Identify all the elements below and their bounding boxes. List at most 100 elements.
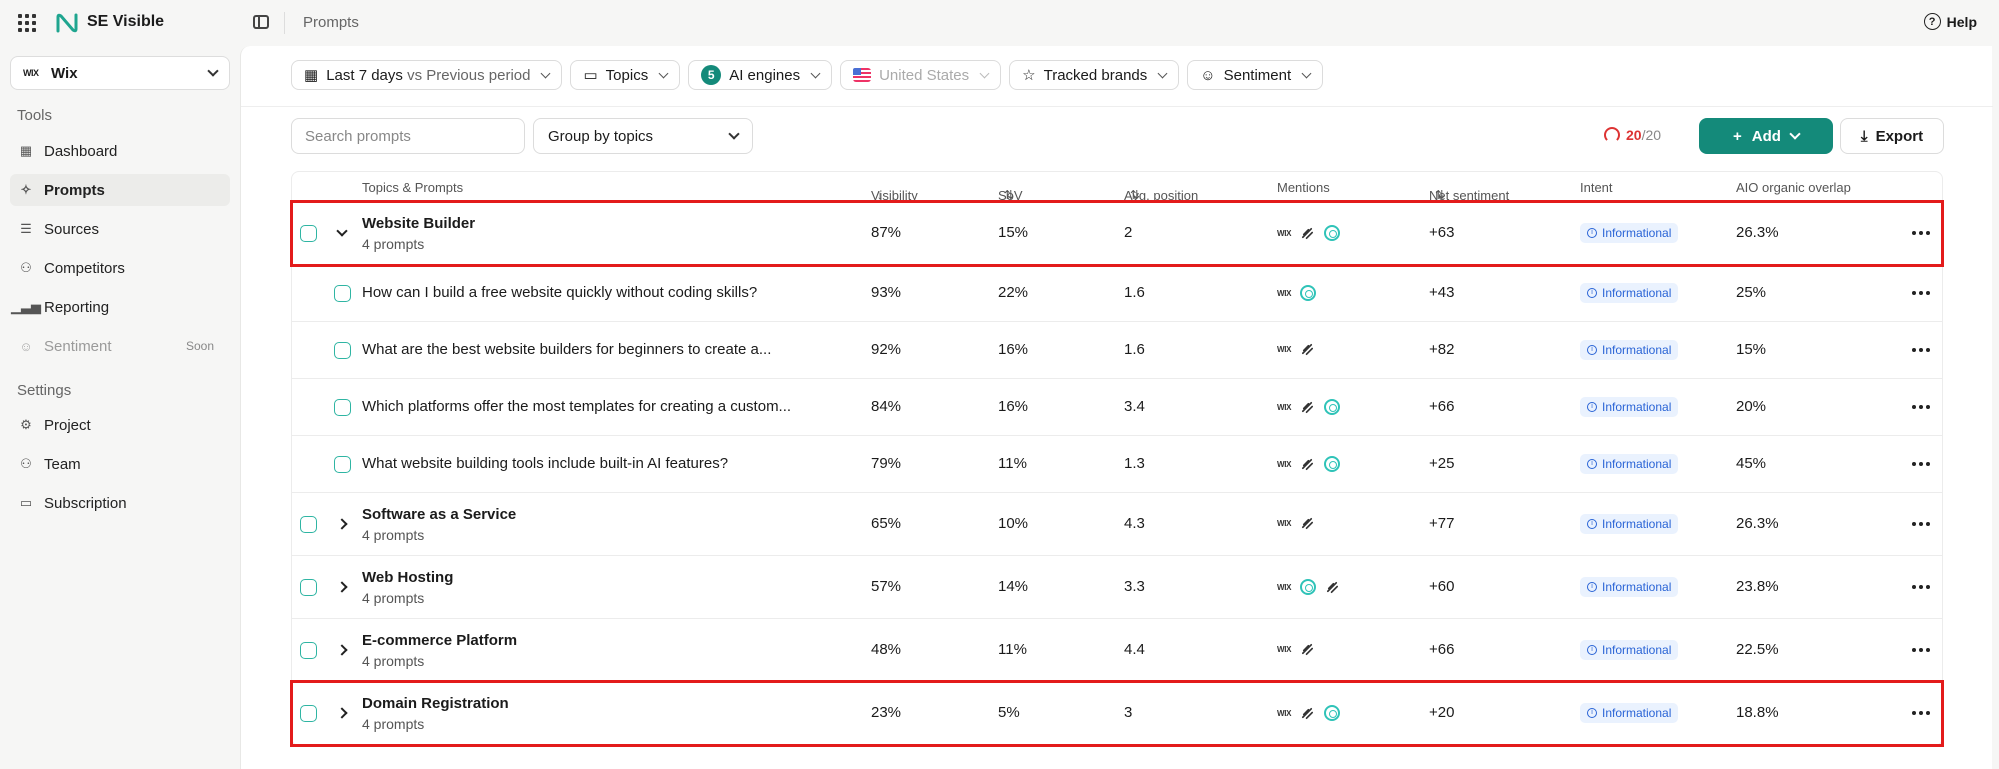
ai-engines-filter[interactable]: 5 AI engines — [688, 60, 833, 90]
squarespace-logo-icon — [1325, 580, 1340, 595]
squarespace-logo-icon — [1300, 457, 1315, 472]
topic-row[interactable]: Domain Registration 4 prompts 23% 5% 3 WIX +20… — [290, 680, 1944, 747]
ai-engine-logo-icon — [1324, 456, 1341, 472]
workspace-selector[interactable]: WIX Wix — [10, 56, 230, 90]
sidebar-item-competitors[interactable]: ⚇ Competitors — [10, 252, 230, 284]
avg-position-value: 2 — [1124, 224, 1133, 241]
visibility-value: 48% — [871, 641, 902, 658]
period-label: Last 7 days — [326, 66, 403, 84]
sidebar-item-reporting[interactable]: ▁▃▅ Reporting — [10, 291, 230, 323]
chevron-down-icon — [1157, 68, 1168, 78]
aio-overlap-value: 20% — [1736, 398, 1767, 415]
squarespace-logo-icon — [1300, 642, 1315, 657]
ai-engines-label: AI engines — [729, 66, 801, 84]
sidebar-item-team[interactable]: ⚇ Team — [10, 448, 230, 480]
prompt-row[interactable]: Which platforms offer the most templates… — [292, 379, 1942, 436]
chevron-right-icon[interactable] — [336, 518, 348, 530]
gauge-icon — [1604, 127, 1620, 143]
topic-row[interactable]: E-commerce Platform 4 prompts 48% 11% 4.4 WIX… — [292, 619, 1942, 682]
apps-grid-icon[interactable] — [18, 14, 36, 32]
net-sentiment-value: +20 — [1429, 704, 1455, 721]
wix-logo-icon: WIX — [1277, 288, 1292, 298]
group-by-select[interactable]: Group by topics — [533, 118, 753, 154]
sidebar-item-label: Reporting — [44, 298, 110, 316]
intent-badge: i Informational — [1580, 454, 1679, 474]
topic-row[interactable]: Web Hosting 4 prompts 57% 14% 3.3 WIX +60 i Info… — [292, 556, 1942, 619]
row-checkbox[interactable] — [300, 516, 317, 533]
topic-prompt-count: 4 prompts — [362, 590, 425, 606]
info-icon: i — [1587, 645, 1597, 655]
sidebar-item-prompts[interactable]: ✧ Prompts — [10, 174, 230, 206]
country-filter: United States — [840, 60, 1002, 90]
filter-bar: ▦ Last 7 days vs Previous period ▭ Topic… — [291, 60, 1324, 90]
row-checkbox[interactable] — [334, 285, 351, 302]
topic-row[interactable]: Website Builder 4 prompts 87% 15% 2 WIX +63 i In… — [290, 200, 1944, 267]
chevron-down-icon[interactable] — [336, 225, 348, 237]
wix-logo-icon: WIX — [1277, 645, 1292, 654]
chevron-right-icon[interactable] — [336, 581, 348, 593]
sidebar-item-sources[interactable]: ☰ Sources — [10, 213, 230, 245]
prompt-row[interactable]: What are the best website builders for b… — [292, 322, 1942, 379]
add-button[interactable]: + Add — [1699, 118, 1833, 154]
plus-icon: + — [1733, 127, 1742, 145]
aio-overlap-value: 23.8% — [1736, 578, 1779, 595]
row-checkbox[interactable] — [334, 399, 351, 416]
topic-prompt-count: 4 prompts — [362, 716, 425, 732]
help-label: Help — [1946, 13, 1977, 30]
column-mentions: Mentions — [1277, 180, 1330, 195]
more-options-icon[interactable] — [1912, 711, 1930, 715]
more-options-icon[interactable] — [1912, 348, 1930, 352]
visibility-value: 79% — [871, 455, 902, 472]
sidebar-item-dashboard[interactable]: ▦ Dashboard — [10, 135, 230, 167]
more-options-icon[interactable] — [1912, 231, 1930, 235]
intent-badge: i Informational — [1580, 340, 1679, 360]
row-checkbox[interactable] — [300, 642, 317, 659]
period-filter[interactable]: ▦ Last 7 days vs Previous period — [291, 60, 563, 90]
row-checkbox[interactable] — [334, 456, 351, 473]
chevron-down-icon — [810, 68, 821, 78]
topics-filter[interactable]: ▭ Topics — [570, 60, 681, 90]
net-sentiment-value: +82 — [1429, 341, 1455, 358]
row-checkbox[interactable] — [300, 579, 317, 596]
sov-value: 16% — [998, 398, 1029, 415]
export-button[interactable]: ⤓ Export — [1840, 118, 1944, 154]
sidebar-item-project[interactable]: ⚙ Project — [10, 409, 230, 441]
row-checkbox[interactable] — [300, 225, 317, 242]
sidebar-item-subscription[interactable]: ▭ Subscription — [10, 487, 230, 519]
sidebar: WIX Wix Tools ▦ Dashboard ✧ Prompts ☰ So… — [0, 46, 240, 769]
prompt-row[interactable]: What website building tools include buil… — [292, 436, 1942, 493]
sidebar-item-label: Sources — [44, 220, 100, 238]
gear-icon: ⚙ — [20, 417, 32, 432]
more-options-icon[interactable] — [1912, 405, 1930, 409]
prompts-table: Topics & Prompts Visibility ↓ SoV ⇅ Avg. p… — [290, 171, 1944, 747]
sentiment-filter[interactable]: ☺ Sentiment — [1187, 60, 1324, 90]
topic-prompt-count: 4 prompts — [362, 653, 425, 669]
more-options-icon[interactable] — [1912, 462, 1930, 466]
help-button[interactable]: ? Help — [1923, 13, 1977, 30]
more-options-icon[interactable] — [1912, 522, 1930, 526]
sidebar-toggle-icon[interactable] — [253, 15, 269, 29]
smile-icon: ☺ — [1200, 66, 1216, 84]
intent-badge: i Informational — [1580, 577, 1679, 597]
intent-badge: i Informational — [1580, 703, 1679, 723]
more-options-icon[interactable] — [1912, 648, 1930, 652]
visibility-value: 23% — [871, 704, 902, 721]
row-checkbox[interactable] — [334, 342, 351, 359]
table-body: Website Builder 4 prompts 87% 15% 2 WIX +63 i In… — [290, 200, 1944, 747]
users-icon: ⚇ — [20, 260, 32, 275]
team-icon: ⚇ — [20, 456, 32, 471]
mentions-cell: WIX — [1277, 705, 1341, 721]
search-input[interactable] — [291, 118, 525, 154]
tracked-brands-filter[interactable]: ☆ Tracked brands — [1009, 60, 1180, 90]
prompt-text: Which platforms offer the most templates… — [362, 398, 792, 415]
more-options-icon[interactable] — [1912, 585, 1930, 589]
more-options-icon[interactable] — [1912, 291, 1930, 295]
prompt-row[interactable]: How can I build a free website quickly w… — [292, 265, 1942, 322]
chevron-right-icon[interactable] — [336, 644, 348, 656]
avg-position-value: 1.6 — [1124, 341, 1145, 358]
avg-position-value: 1.3 — [1124, 455, 1145, 472]
row-checkbox[interactable] — [300, 705, 317, 722]
topic-row[interactable]: Software as a Service 4 prompts 65% 10% 4.3 W… — [292, 493, 1942, 556]
aio-overlap-value: 18.8% — [1736, 704, 1779, 721]
chevron-right-icon[interactable] — [336, 707, 348, 719]
